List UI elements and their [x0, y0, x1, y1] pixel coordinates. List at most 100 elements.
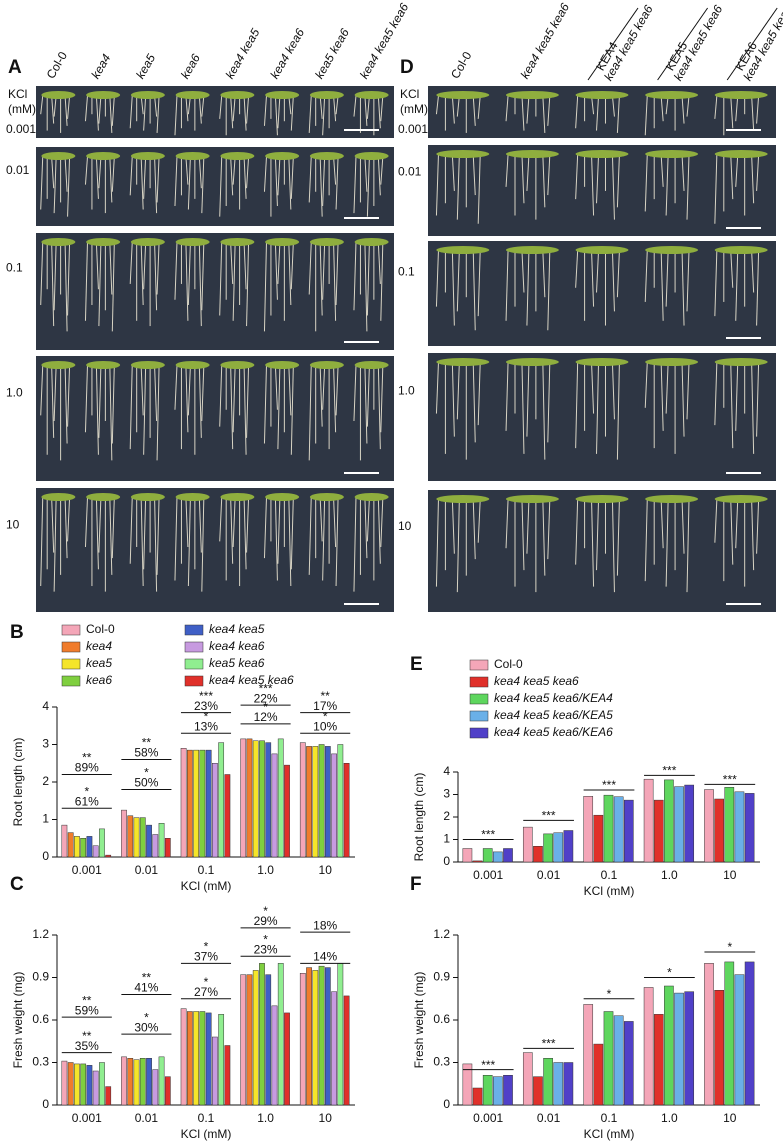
root	[730, 154, 734, 200]
root	[714, 362, 718, 426]
significance-stars: ***	[481, 828, 495, 842]
root	[143, 95, 147, 131]
root	[575, 499, 579, 565]
bar	[246, 974, 253, 1106]
root	[366, 497, 370, 542]
x-tick-label: 0.01	[135, 863, 159, 877]
root	[308, 242, 312, 295]
bar	[664, 985, 674, 1106]
bar	[563, 830, 574, 863]
root	[140, 365, 144, 416]
root	[505, 95, 509, 122]
root	[335, 365, 339, 416]
bar	[318, 744, 325, 858]
x-tick-label: 1.0	[661, 1111, 678, 1125]
bar	[704, 789, 714, 863]
root	[288, 156, 292, 210]
root	[53, 242, 57, 311]
bar	[623, 1021, 634, 1106]
bar	[146, 824, 152, 858]
x-tick-label: 10	[723, 868, 737, 882]
root	[377, 95, 381, 129]
bar	[533, 846, 543, 863]
significance-stars: ***	[481, 1058, 495, 1072]
significance-stars: *	[204, 940, 209, 954]
bar	[164, 838, 171, 858]
root	[154, 95, 158, 117]
shoot	[436, 358, 490, 366]
y-tick-label: 4	[42, 699, 49, 713]
x-tick-label: 0.01	[537, 1111, 561, 1125]
bar	[212, 1036, 218, 1106]
root	[174, 156, 178, 207]
bar	[533, 1076, 543, 1106]
kcl-label: (mM)	[400, 102, 428, 116]
root	[364, 365, 368, 444]
root	[243, 497, 247, 570]
root	[319, 242, 323, 316]
legend-label: Col-0	[86, 622, 115, 636]
root	[596, 95, 600, 131]
legend-swatch	[469, 693, 489, 705]
root	[660, 250, 664, 321]
root	[451, 499, 455, 554]
shoot	[645, 91, 699, 99]
root	[665, 95, 669, 115]
root	[156, 156, 160, 203]
kcl-label: KCl	[400, 87, 419, 101]
root	[611, 250, 615, 312]
y-tick-label: 3	[42, 737, 49, 751]
root	[456, 250, 460, 312]
root	[505, 250, 509, 321]
root	[756, 154, 760, 191]
root	[143, 242, 147, 290]
root	[377, 365, 381, 450]
root	[277, 497, 281, 564]
shoot	[86, 493, 121, 501]
legend-label: kea4 kea5 kea6	[494, 674, 579, 688]
root	[686, 250, 690, 312]
root	[201, 365, 205, 422]
root	[542, 250, 546, 298]
root	[333, 95, 337, 122]
bar	[684, 784, 695, 863]
root	[84, 156, 88, 185]
bar	[61, 824, 68, 858]
root	[64, 156, 68, 192]
root	[735, 362, 739, 431]
root	[201, 242, 205, 311]
root	[98, 156, 102, 189]
shoot	[41, 493, 76, 501]
x-tick-label: 0.1	[601, 1111, 618, 1125]
root	[84, 242, 88, 321]
root	[596, 154, 600, 204]
significance-stars: *	[204, 709, 209, 723]
root	[681, 250, 685, 326]
root	[681, 95, 685, 124]
bar	[583, 1004, 594, 1106]
root	[51, 242, 55, 327]
root	[232, 365, 236, 433]
root	[380, 95, 384, 122]
shoot	[220, 361, 255, 369]
root	[596, 250, 600, 293]
bar	[246, 738, 253, 858]
root	[322, 242, 326, 300]
root	[98, 95, 102, 124]
bar	[74, 836, 80, 858]
root	[40, 365, 44, 416]
root	[542, 362, 546, 460]
root	[156, 497, 160, 575]
root	[111, 242, 115, 332]
panel-label: B	[10, 622, 24, 643]
bar	[252, 740, 259, 858]
root	[681, 154, 685, 191]
root	[154, 242, 158, 311]
shoot	[130, 91, 165, 99]
shoot	[265, 238, 300, 246]
y-tick-label: 0	[42, 1097, 49, 1111]
bar	[337, 744, 344, 858]
root	[322, 95, 326, 136]
root	[232, 497, 236, 548]
bar	[121, 1056, 127, 1106]
